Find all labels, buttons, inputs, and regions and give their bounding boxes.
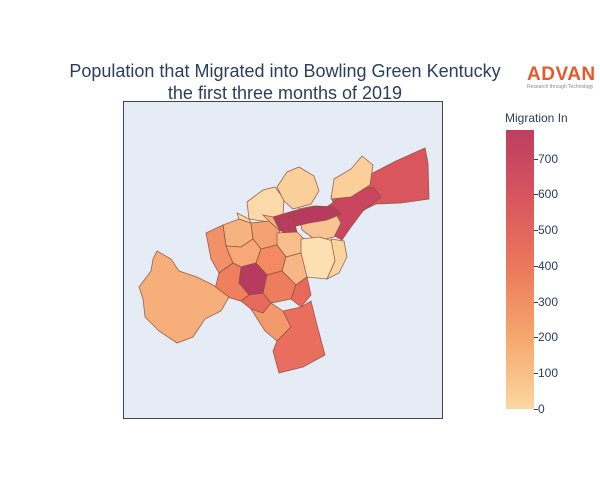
colorbar-tick-label: 600 [538, 187, 559, 202]
colorbar-tickmark [534, 409, 538, 410]
region-south-large[interactable] [272, 300, 326, 374]
logo-word: ADVAN [527, 64, 596, 85]
choropleth-map[interactable] [124, 102, 442, 418]
colorbar-tick-label: 200 [538, 330, 559, 345]
colorbar-title: Migration In [505, 111, 568, 125]
colorbar-tick-label: 500 [538, 223, 559, 238]
colorbar-tick-label: 100 [538, 366, 559, 381]
colorbar-tickmark [534, 194, 538, 196]
colorbar-tick-label: 700 [538, 151, 559, 166]
logo-tagline: Research through Technology [527, 84, 594, 90]
colorbar-tickmark [534, 158, 538, 160]
map-area[interactable] [123, 101, 443, 419]
region-east-inner[interactable] [326, 238, 348, 280]
map-title: Population that Migrated into Bowling Gr… [40, 60, 530, 104]
colorbar-tick-label: 0 [538, 402, 545, 416]
map-title-line2: the first three months of 2019 [167, 83, 403, 103]
region-north-tract[interactable] [330, 155, 374, 200]
colorbar-tickmark [534, 373, 538, 375]
region-northwest-small[interactable] [236, 212, 252, 224]
colorbar [506, 130, 534, 409]
colorbar-tickmark [534, 301, 538, 303]
region-west-large[interactable] [138, 250, 230, 344]
advan-logo: ADVAN Research through Technology [527, 64, 597, 90]
region-north-west-2[interactable] [276, 166, 320, 210]
colorbar-tickmark [534, 337, 538, 339]
map-title-line1: Population that Migrated into Bowling Gr… [69, 61, 501, 81]
colorbar-tickmark [534, 230, 538, 232]
colorbar-tick-label: 400 [538, 258, 559, 273]
region-south-d[interactable] [290, 276, 312, 308]
region-north-small[interactable] [261, 214, 281, 232]
colorbar-tickmark [534, 265, 538, 267]
colorbar-tick-label: 300 [538, 294, 559, 309]
region-north-west-1[interactable] [246, 186, 285, 223]
